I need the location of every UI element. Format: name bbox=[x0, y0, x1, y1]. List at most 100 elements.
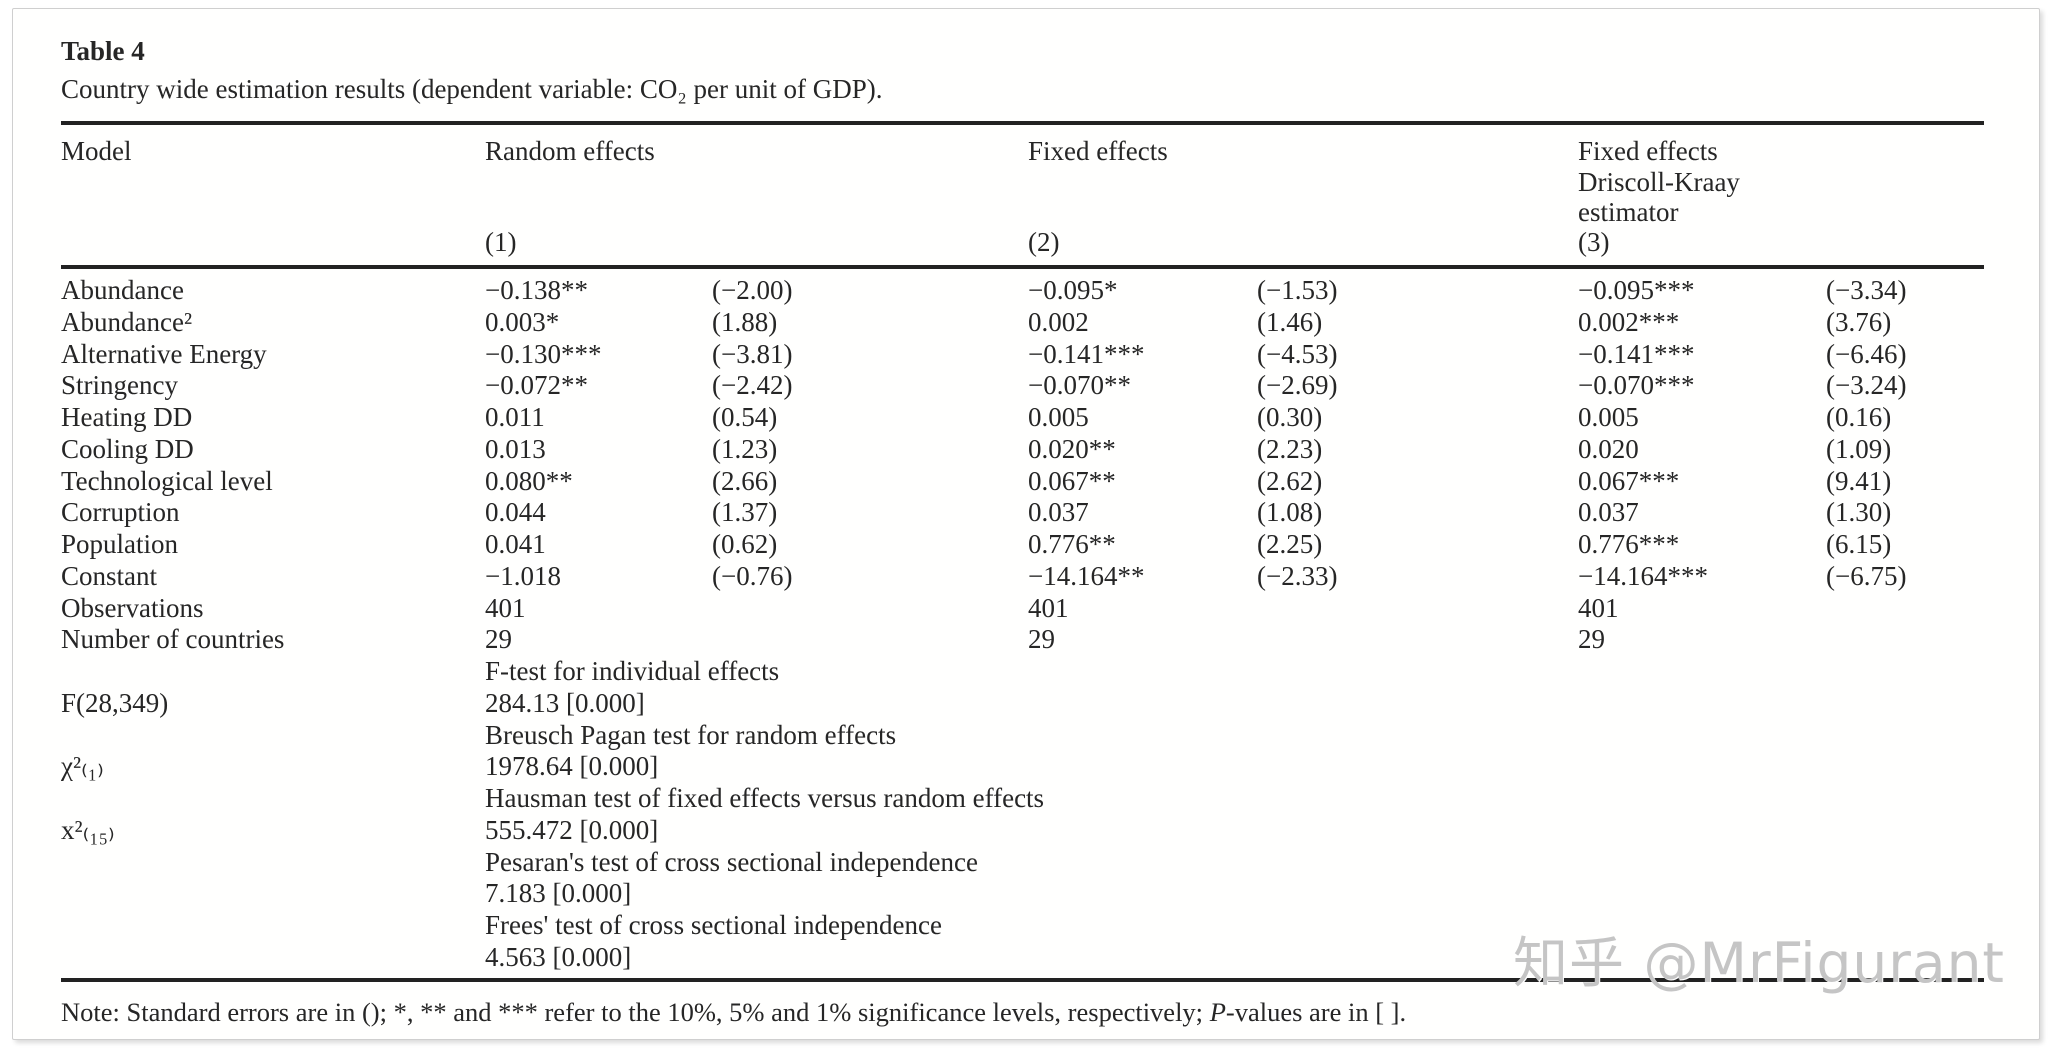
stat-label bbox=[61, 910, 485, 942]
t-stat: (0.16) bbox=[1826, 402, 1892, 432]
t-stat: (2.25) bbox=[1257, 529, 1323, 559]
table-top-rule bbox=[61, 121, 1984, 125]
table-row: Abundance −0.138** (−2.00) −0.095* (−1.5… bbox=[61, 275, 1984, 307]
table-bottom-rule bbox=[61, 977, 1984, 982]
stat-label bbox=[61, 847, 485, 879]
t-stat bbox=[1257, 624, 1578, 656]
zhihu-watermark: 知乎 @MrFigurant bbox=[1513, 931, 2005, 995]
coef-value: 0.044 bbox=[485, 497, 546, 528]
t-stat: (1.09) bbox=[1826, 433, 1892, 464]
t-stat: (−2.42) bbox=[712, 370, 793, 401]
header-col1-title: Random effects bbox=[485, 136, 655, 166]
t-stat: (0.62) bbox=[712, 529, 778, 559]
coef-value: −0.095* bbox=[1028, 275, 1118, 305]
table-row: Alternative Energy −0.130*** (−3.81) −0.… bbox=[61, 339, 1984, 371]
stat-text: 284.13 [0.000] bbox=[485, 687, 645, 718]
coef-value: 401 bbox=[1578, 592, 1619, 623]
coef-value: 0.005 bbox=[1578, 402, 1639, 432]
coef-value: 0.003* bbox=[485, 306, 560, 337]
t-stat: (2.66) bbox=[712, 465, 778, 496]
coef-value: −0.141*** bbox=[1578, 338, 1695, 369]
table-caption: Country wide estimation results (depende… bbox=[61, 74, 883, 104]
t-stat bbox=[1257, 593, 1578, 625]
t-stat: (−6.46) bbox=[1826, 338, 1907, 369]
t-stat bbox=[1826, 593, 1984, 625]
stat-label: F(28,349) bbox=[61, 687, 169, 718]
header-col2-number: (2) bbox=[1028, 227, 1060, 257]
header-col3-title: Fixed effects bbox=[1578, 136, 1718, 166]
coef-value: −0.072** bbox=[485, 370, 588, 401]
row-label: Corruption bbox=[61, 497, 180, 528]
header-col3-subtitle: Driscoll-Kraay estimator bbox=[1578, 167, 1740, 227]
stat-text: F-test for individual effects bbox=[485, 656, 780, 686]
row-label: Abundance² bbox=[61, 306, 193, 337]
row-label: Alternative Energy bbox=[61, 338, 267, 369]
table-body: Abundance −0.138** (−2.00) −0.095* (−1.5… bbox=[61, 275, 1984, 974]
stat-label bbox=[61, 783, 485, 815]
coef-value: 0.776** bbox=[1028, 529, 1116, 559]
coef-value: 29 bbox=[1028, 624, 1055, 655]
table-row: Number of countries 29 29 29 bbox=[61, 624, 1984, 656]
coef-value: 0.037 bbox=[1028, 497, 1089, 528]
table-row: Stringency −0.072** (−2.42) −0.070** (−2… bbox=[61, 370, 1984, 402]
stat-row: Frees' test of cross sectional independe… bbox=[61, 910, 1984, 942]
stat-row: Hausman test of fixed effects versus ran… bbox=[61, 783, 1984, 815]
stat-label bbox=[61, 878, 485, 910]
stat-text: Hausman test of fixed effects versus ran… bbox=[485, 783, 1045, 813]
header-col2-title: Fixed effects bbox=[1028, 136, 1168, 166]
stat-row: F-test for individual effects bbox=[61, 656, 1984, 688]
coef-value: −0.070*** bbox=[1578, 370, 1695, 401]
coef-value: 0.020 bbox=[1578, 433, 1639, 464]
coef-value: 0.037 bbox=[1578, 497, 1639, 528]
stat-row: 7.183 [0.000] bbox=[61, 878, 1984, 910]
t-stat bbox=[1826, 624, 1984, 656]
table-row: Observations 401 401 401 bbox=[61, 593, 1984, 625]
header-col1-number: (1) bbox=[485, 227, 517, 257]
stat-label: x²₍₁₅₎ bbox=[61, 814, 115, 845]
t-stat: (−4.53) bbox=[1257, 338, 1338, 369]
coef-value: −0.138** bbox=[485, 275, 588, 305]
row-label: Heating DD bbox=[61, 402, 193, 432]
coef-value: 29 bbox=[1578, 624, 1605, 655]
stat-text: 7.183 [0.000] bbox=[485, 878, 632, 909]
row-label: Number of countries bbox=[61, 624, 285, 655]
coef-value: −14.164** bbox=[1028, 560, 1145, 591]
t-stat: (2.23) bbox=[1257, 433, 1323, 464]
t-stat: (0.54) bbox=[712, 402, 778, 432]
coef-value: 29 bbox=[485, 624, 512, 655]
t-stat: (1.30) bbox=[1826, 497, 1892, 528]
t-stat: (−2.69) bbox=[1257, 370, 1338, 401]
coef-value: 0.776*** bbox=[1578, 529, 1680, 559]
t-stat: (1.37) bbox=[712, 497, 778, 528]
t-stat: (1.88) bbox=[712, 306, 778, 337]
row-label: Population bbox=[61, 529, 179, 559]
t-stat bbox=[712, 593, 1028, 625]
t-stat: (−2.00) bbox=[712, 275, 793, 305]
stat-text: 555.472 [0.000] bbox=[485, 814, 659, 845]
row-label: Technological level bbox=[61, 465, 273, 496]
stat-label bbox=[61, 720, 485, 752]
t-stat: (−3.34) bbox=[1826, 275, 1907, 305]
table-number: Table 4 bbox=[61, 36, 145, 66]
stat-label bbox=[61, 942, 485, 974]
t-stat: (1.23) bbox=[712, 433, 778, 464]
row-label: Cooling DD bbox=[61, 433, 194, 464]
header-model: Model bbox=[61, 136, 132, 166]
coef-value: −1.018 bbox=[485, 560, 561, 591]
coef-value: −0.070** bbox=[1028, 370, 1131, 401]
header-col3-number: (3) bbox=[1578, 227, 1610, 257]
table-row: Cooling DD 0.013 (1.23) 0.020** (2.23) 0… bbox=[61, 434, 1984, 466]
coef-value: 0.041 bbox=[485, 529, 546, 559]
row-label: Stringency bbox=[61, 370, 178, 401]
stat-row: F(28,349) 284.13 [0.000] bbox=[61, 688, 1984, 720]
coef-value: 0.020** bbox=[1028, 433, 1116, 464]
t-stat: (3.76) bbox=[1826, 306, 1892, 337]
stat-label bbox=[61, 656, 485, 688]
table-row: Heating DD 0.011 (0.54) 0.005 (0.30) 0.0… bbox=[61, 402, 1984, 434]
t-stat: (−1.53) bbox=[1257, 275, 1338, 305]
table-row: Abundance² 0.003* (1.88) 0.002 (1.46) 0.… bbox=[61, 307, 1984, 339]
table-row: Constant −1.018 (−0.76) −14.164** (−2.33… bbox=[61, 561, 1984, 593]
note-text: Note: Standard errors are in (); *, ** a… bbox=[61, 996, 1210, 1027]
paper-page: Table 4 Country wide estimation results … bbox=[12, 8, 2040, 1040]
t-stat: (−6.75) bbox=[1826, 560, 1907, 591]
